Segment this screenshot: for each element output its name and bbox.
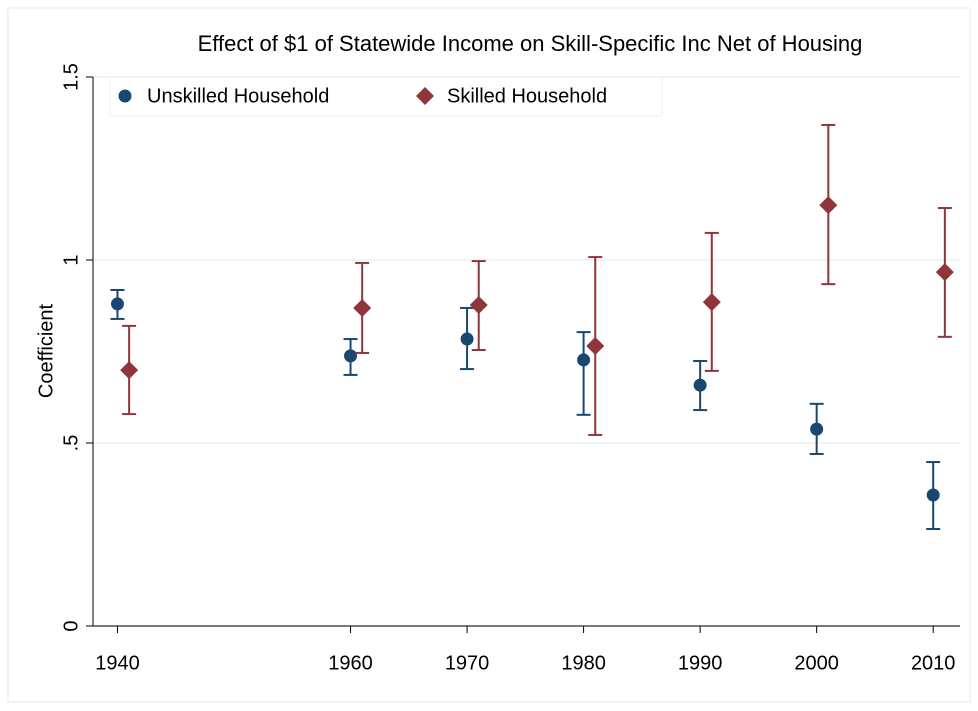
y-axis-label: Coefficient <box>35 303 57 398</box>
point <box>810 422 824 436</box>
frame <box>7 7 971 703</box>
chart-title: Effect of $1 of Statewide Income on Skil… <box>198 31 863 56</box>
point <box>120 361 139 380</box>
point <box>469 296 488 315</box>
error-bar <box>576 331 591 416</box>
point <box>693 378 707 392</box>
point <box>460 332 474 346</box>
point <box>577 353 591 367</box>
x-tick-label: 1960 <box>328 652 373 674</box>
point <box>353 298 372 317</box>
legend-label: Skilled Household <box>447 85 607 107</box>
y-tick-label: 1 <box>60 254 82 265</box>
point <box>110 297 124 311</box>
x-tick-label: 1990 <box>678 652 723 674</box>
point <box>586 337 605 356</box>
x-tick-label: 2010 <box>911 652 956 674</box>
point <box>926 488 940 502</box>
y-tick-label: .5 <box>60 435 82 452</box>
y-tick-label: 0 <box>60 620 82 631</box>
x-tick-label: 2000 <box>794 652 839 674</box>
legend-marker <box>118 89 132 103</box>
legend-box <box>109 76 663 117</box>
legend-label: Unskilled Household <box>147 85 329 107</box>
x-tick-label: 1980 <box>561 652 606 674</box>
point <box>819 196 838 215</box>
point <box>935 263 954 282</box>
x-tick-label: 1940 <box>95 652 140 674</box>
point <box>344 349 358 363</box>
point <box>702 293 721 312</box>
legend-marker <box>416 87 434 105</box>
y-tick-label: 1.5 <box>60 63 82 91</box>
x-tick-label: 1970 <box>445 652 490 674</box>
